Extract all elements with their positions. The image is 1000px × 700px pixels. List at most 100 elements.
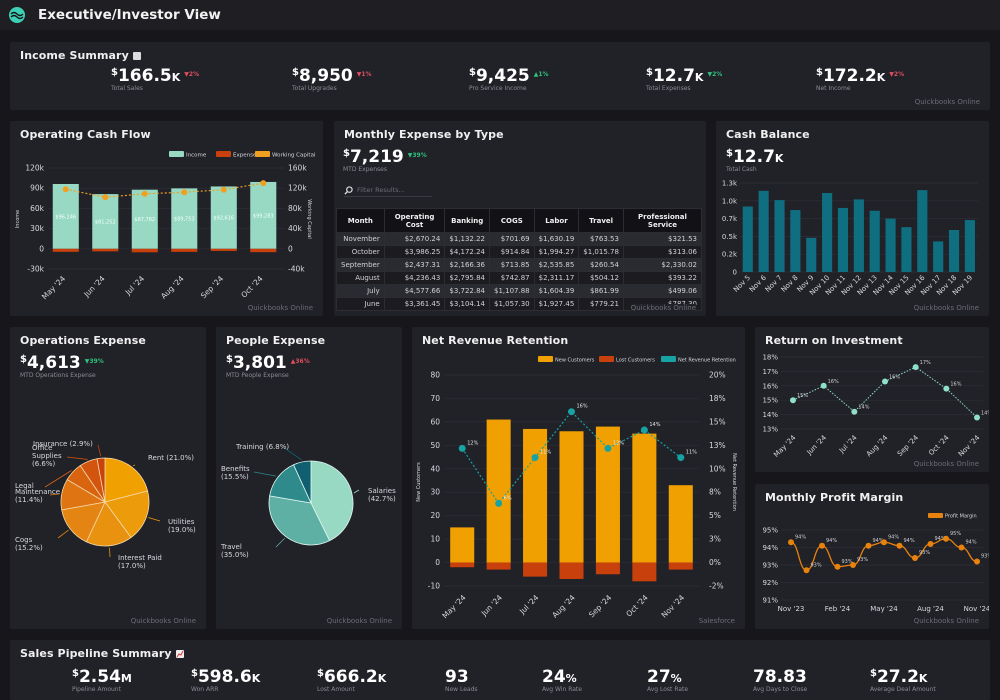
roi-point xyxy=(790,397,796,404)
x-tick-label: Jul '24 xyxy=(837,433,859,455)
column-header[interactable]: Month xyxy=(336,208,385,233)
y-tick-label: -30k xyxy=(27,265,44,274)
profit-margin-point xyxy=(834,563,841,570)
pie-label: Utilities xyxy=(168,518,195,526)
pie-label: Travel xyxy=(220,543,242,551)
profit-margin-data-label: 94% xyxy=(935,536,946,542)
legend-swatch xyxy=(661,356,676,362)
legend-swatch xyxy=(599,356,614,362)
x-tick-label: Sep '24 xyxy=(896,433,921,458)
y-tick-label: 20 xyxy=(430,511,440,520)
pie-label: Maintenance xyxy=(15,488,60,496)
roi-data-label: 16% xyxy=(828,379,839,385)
kpi-value: 78.83 xyxy=(753,667,807,687)
roi-line xyxy=(792,366,978,418)
profit-margin-point xyxy=(943,535,949,542)
pie-label: (15.5%) xyxy=(221,473,249,481)
legend-swatch xyxy=(255,151,270,157)
y2-tick-label: -2% xyxy=(709,582,724,591)
y-tick-label: -10 xyxy=(428,582,440,591)
table-row[interactable]: July $4,577.66 $3,722.84 $1,107.88 $1,604.39… xyxy=(336,284,703,298)
lost-customers-bar xyxy=(559,562,584,579)
pie-label: Training (6.8%) xyxy=(235,443,289,451)
table-row[interactable]: August $4,236.43 $2,795.84 $742.87 $2,311.17… xyxy=(336,271,703,285)
kpi-label: Net Income xyxy=(816,85,851,92)
pie-label: (15.2%) xyxy=(15,544,43,552)
kpi-label: Pro Service Income xyxy=(469,85,527,92)
y2-tick-label: 15% xyxy=(709,417,726,426)
nrr-data-label: 16% xyxy=(577,404,588,410)
top-bar: Executive/Investor View xyxy=(0,0,1000,30)
app-title: Executive/Investor View xyxy=(38,7,221,23)
cash-bar xyxy=(917,190,928,272)
bar-data-label: $96,246 xyxy=(55,214,76,220)
table-cell: $2,670.24 xyxy=(383,232,446,246)
y-axis-title: Income xyxy=(15,210,21,228)
legend-label: Working Capital xyxy=(272,153,316,159)
legend-label: Lost Customers xyxy=(616,358,655,364)
table-row[interactable]: October $3,986.25 $4,172.24 $914.84 $1,994.2… xyxy=(336,245,703,259)
wave-logo-icon[interactable] xyxy=(9,7,25,23)
table-row[interactable]: November $2,670.24 $1,132.22 $701.69 $1,630.… xyxy=(336,232,703,246)
people-expense-pie: Salaries(42.7%) Travel(35.0%) Benefits(15.… xyxy=(220,443,396,559)
column-header[interactable]: Professional Service xyxy=(622,208,703,233)
operations-expense-source: Quickbooks Online xyxy=(130,617,196,625)
filter-results-input[interactable]: Filter Results... xyxy=(344,184,432,197)
net-revenue-retention-chart: -10 -2% 0 0% 10 3% 20 5% 30 8% 40 10% 50 13% 60 15% 70 18… xyxy=(416,356,737,620)
kpi-value: $8,950 ▼1% xyxy=(292,66,372,86)
people-expense-title: People Expense xyxy=(226,334,326,347)
x-tick-label: Nov 5 xyxy=(732,274,752,294)
kpi-label: Lost Amount xyxy=(317,686,355,693)
table-cell: $4,172.24 xyxy=(444,245,490,259)
profit-margin-data-label: 93% xyxy=(811,562,822,568)
nrr-point xyxy=(568,408,575,416)
y-tick-label: 0.5k xyxy=(722,233,738,241)
y-tick-label: 60k xyxy=(30,204,45,213)
column-header[interactable]: Labor xyxy=(533,208,580,233)
column-header[interactable]: Operating Cost xyxy=(383,208,446,233)
sales-pipeline-title: Sales Pipeline Summary xyxy=(20,647,184,660)
table-row[interactable]: September $2,437.31 $2,166.36 $713.85 $2,535… xyxy=(336,258,703,272)
y2-tick-label: 10% xyxy=(709,464,726,473)
x-tick-label: Nov '24 xyxy=(660,593,687,620)
kpi-value: $2.54M xyxy=(72,667,132,687)
kpi-net-income: $172.2K ▼2% Net Income xyxy=(816,66,904,92)
y-tick-label: 60 xyxy=(430,417,440,426)
kpi-total-sales: $166.5K ▼2% Total Sales xyxy=(111,66,199,92)
expense-bar xyxy=(92,248,119,252)
y-tick-label: 0 xyxy=(39,244,44,253)
x-tick-label: Aug '24 xyxy=(159,274,186,301)
cash-bar xyxy=(885,218,896,272)
kpi-pro-service-income: $9,425 ▲1% Pro Service Income xyxy=(469,66,549,92)
x-tick-label: Jun '24 xyxy=(479,593,504,618)
kpi-lost-amount: $666.2K Lost Amount xyxy=(317,667,386,693)
operating-cash-flow-source: Quickbooks Online xyxy=(247,304,313,312)
kpi-value: 27% xyxy=(647,667,682,687)
pie-label: Supplies xyxy=(32,452,62,460)
column-header[interactable]: Travel xyxy=(578,208,624,233)
y-axis-title: New Customers xyxy=(416,462,422,502)
y-tick-label: 16% xyxy=(762,382,778,390)
profit-margin-data-label: 94% xyxy=(826,538,837,544)
table-cell: $742.87 xyxy=(489,271,535,285)
x-tick-label: Aug '24 xyxy=(550,593,577,620)
profit-margin-data-label: 94% xyxy=(795,534,806,540)
table-cell: $779.21 xyxy=(578,297,624,311)
kpi-value: $666.2K xyxy=(317,667,387,687)
profit-margin-point xyxy=(865,542,872,549)
pie-leader-line xyxy=(275,537,285,548)
working-capital-point xyxy=(260,180,267,187)
net-revenue-retention-source: Salesforce xyxy=(698,617,735,625)
nrr-data-label: 6% xyxy=(504,495,512,501)
pie-slice xyxy=(96,457,106,503)
column-header[interactable]: COGS xyxy=(489,208,535,233)
kpi-avg-days-to-close: 78.83 Avg Days to Close xyxy=(753,667,807,693)
monthly-expense-panel: Monthly Expense by Type $7,219 ▼39% MTD E… xyxy=(334,121,706,316)
y2-tick-label: 80k xyxy=(288,204,303,213)
bar-data-label: $89,753 xyxy=(174,217,195,223)
pie-label: Office xyxy=(32,444,52,452)
column-header[interactable]: Banking xyxy=(444,208,490,233)
y-tick-label: 94% xyxy=(762,544,778,552)
working-capital-point xyxy=(181,189,188,196)
x-tick-label: Jul '24 xyxy=(123,274,147,298)
